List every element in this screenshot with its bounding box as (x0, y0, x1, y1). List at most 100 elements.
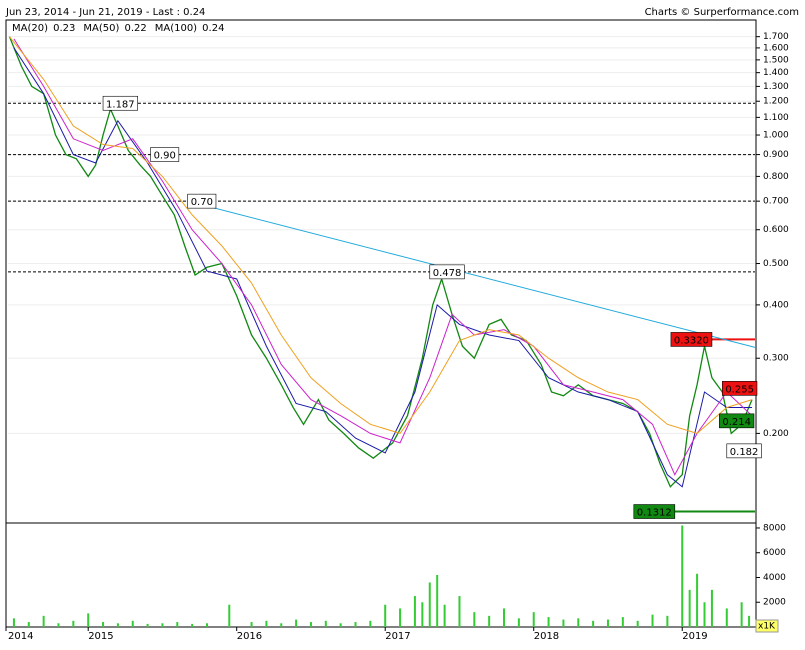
volume-bar (748, 615, 751, 627)
volume-bar (42, 615, 45, 627)
x-tick-label: 2016 (237, 631, 262, 642)
volume-bar (547, 617, 550, 627)
volume-bar (413, 596, 416, 627)
volume-bar (27, 622, 30, 627)
volume-bar (250, 622, 253, 627)
volume-bar (606, 619, 609, 627)
level-box (670, 332, 713, 347)
volume-bar (517, 618, 520, 627)
y-tick-label: 1.300 (763, 82, 789, 92)
volume-bar (384, 604, 387, 627)
y-tick-label: 2000 (763, 598, 786, 608)
level-label: 0.478 (433, 268, 462, 279)
y-tick-label: 0.800 (763, 172, 789, 182)
volume-bar (176, 622, 179, 627)
y-tick-label: 1.100 (763, 113, 789, 123)
level-box (187, 193, 217, 209)
source: Charts © Surperformance.com (645, 7, 799, 18)
volume-bar (703, 602, 706, 627)
level-label: 1.187 (106, 99, 135, 110)
volume-bar (710, 589, 713, 627)
level-label: 0.70 (191, 197, 213, 208)
unit-box (755, 619, 779, 633)
y-tick-label: 0.300 (763, 354, 789, 364)
volume-bar (324, 620, 327, 627)
moving-average (9, 36, 753, 434)
y-tick-label: 1.500 (763, 55, 789, 65)
volume-bar (592, 620, 595, 627)
volume-bar (636, 620, 639, 627)
volume-bar (473, 612, 476, 627)
volume-bar (458, 596, 461, 627)
volume-bar (436, 575, 439, 627)
legend-name: MA(100) (155, 23, 197, 34)
volume-bar (295, 619, 298, 627)
x-tick-label: 2017 (385, 631, 410, 642)
volume-bar (651, 614, 654, 627)
volume-bar (369, 620, 372, 627)
level-label: 0.214 (722, 417, 751, 428)
volume-bar (102, 622, 105, 627)
volume-bar (532, 612, 535, 627)
volume-bar (740, 602, 743, 627)
y-tick-label: 1.700 (763, 32, 789, 42)
y-tick-label: 0.600 (763, 225, 789, 235)
volume-bar (161, 623, 164, 627)
y-tick-label: 6000 (763, 548, 786, 558)
legend-value: 0.24 (202, 23, 224, 34)
volume-bar (696, 573, 699, 627)
volume-bar (488, 615, 491, 627)
moving-average (13, 47, 753, 488)
level-box (722, 381, 758, 396)
legend-name: MA(50) (83, 23, 119, 34)
trend-line (187, 200, 756, 348)
y-tick-label: 4000 (763, 573, 786, 583)
level-label: 0.1312 (637, 508, 672, 519)
volume-bar (621, 617, 624, 627)
volume-bar (228, 604, 231, 627)
title: Jun 23, 2014 - Jun 21, 2019 - Last : 0.2… (5, 7, 205, 18)
level-box (719, 413, 755, 429)
volume-bar (443, 604, 446, 627)
level-box (429, 264, 465, 280)
y-tick-label: 0.900 (763, 150, 789, 160)
legend-value: 0.23 (53, 23, 75, 34)
volume-bar (131, 620, 134, 627)
volume-bar (428, 582, 431, 627)
level-label: 0.182 (730, 447, 759, 458)
volume-bar (399, 608, 402, 627)
level-label: 0.3320 (674, 335, 709, 346)
x-tick-label: 2015 (88, 631, 113, 642)
frame (5, 19, 757, 628)
volume-bar (339, 623, 342, 627)
volume-bar (577, 618, 580, 627)
y-tick-label: 0.400 (763, 300, 789, 310)
y-tick-label: 0.700 (763, 197, 789, 207)
volume-bar (146, 623, 149, 627)
moving-average (13, 38, 753, 476)
volume-bar (725, 608, 728, 627)
x-tick-label: 2014 (8, 631, 33, 642)
volume-bar (562, 619, 565, 627)
level-box (102, 95, 138, 111)
unit-label: x1K (758, 622, 776, 632)
y-tick-label: 1.600 (763, 43, 789, 53)
legend-value: 0.22 (124, 23, 146, 34)
x-tick-label: 2018 (534, 631, 559, 642)
y-tick-label: 0.200 (763, 429, 789, 439)
y-tick-label: 1.200 (763, 97, 789, 107)
volume-bar (354, 622, 357, 627)
x-tick-label: 2019 (682, 631, 707, 642)
volume-bar (421, 602, 424, 627)
level-label: 0.255 (725, 384, 754, 395)
legend-name: MA(20) (12, 23, 48, 34)
y-tick-label: 8000 (763, 523, 786, 533)
volume-bar (57, 623, 60, 627)
volume-bar (280, 623, 283, 627)
level-box (150, 147, 180, 162)
volume-bar (72, 620, 75, 627)
volume-bar (206, 623, 209, 627)
volume-bar (681, 525, 684, 627)
level-box (726, 443, 762, 459)
